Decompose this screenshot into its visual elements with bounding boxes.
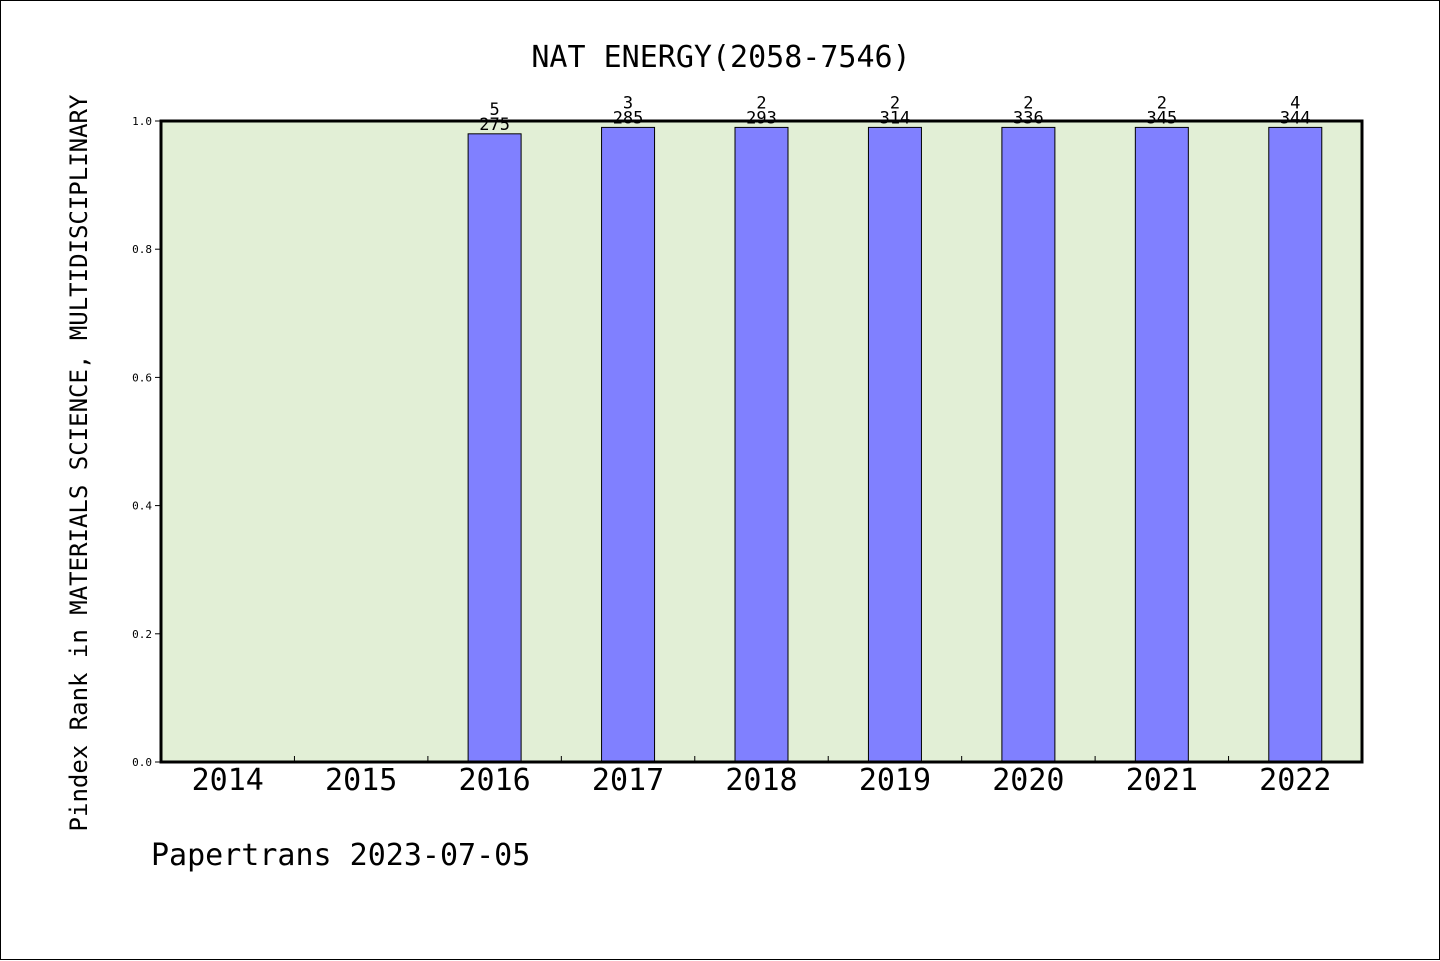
y-axis-label: Pindex Rank in MATERIALS SCIENCE, MULTID… (65, 94, 93, 831)
bar-2020 (1001, 126, 1056, 763)
bar-rank-label: 2 (890, 93, 900, 113)
footer-credit: Papertrans 2023-07-05 (151, 838, 530, 873)
bar-rank-label: 4 (1290, 93, 1300, 113)
y-tick-label: 0.0 (132, 756, 152, 769)
bar-total-label: 345 (1146, 108, 1177, 128)
x-tick-label: 2015 (325, 763, 397, 798)
bar-2019 (867, 126, 922, 763)
bar-total-label: 293 (746, 108, 777, 128)
bar-2016 (467, 133, 522, 763)
bar-2018 (734, 126, 789, 763)
x-tick-label: 2022 (1259, 763, 1331, 798)
bar-total-label: 285 (613, 108, 644, 128)
bar-2017 (601, 126, 656, 763)
y-tick-label: 0.8 (132, 243, 152, 256)
bar-total-label: 314 (880, 108, 911, 128)
x-tick-label: 2017 (592, 763, 664, 798)
y-tick-label: 0.4 (132, 500, 152, 513)
bar-rank-label: 2 (756, 93, 766, 113)
chart-title: NAT ENERGY(2058-7546) (531, 40, 910, 75)
bar-total-label: 344 (1280, 108, 1311, 128)
x-axis-ticks: 2014 2015 2016 2017 2018 2019 2020 2021 2022 (192, 756, 1331, 798)
x-tick-label: 2019 (859, 763, 931, 798)
x-tick-label: 2021 (1126, 763, 1198, 798)
bar-rank-label: 3 (623, 93, 633, 113)
y-tick-label: 0.2 (132, 628, 152, 641)
bar-rank-label: 2 (1023, 93, 1033, 113)
bar-rank-label: 2 (1157, 93, 1167, 113)
y-axis-ticks: 0.0 0.2 0.4 0.6 0.8 1.0 (132, 115, 161, 769)
x-tick-label: 2020 (992, 763, 1064, 798)
bar-2022 (1268, 126, 1323, 763)
bar-rank-label: 5 (489, 100, 499, 120)
x-tick-label: 2016 (458, 763, 530, 798)
bar-total-label: 275 (479, 115, 510, 135)
bars-group (467, 126, 1323, 763)
plot-border (159, 119, 1364, 764)
y-tick-label: 1.0 (132, 115, 152, 128)
bar-total-label: 336 (1013, 108, 1044, 128)
x-tick-label: 2018 (725, 763, 797, 798)
bar-2021 (1134, 126, 1189, 763)
x-tick-label: 2014 (192, 763, 264, 798)
y-tick-label: 0.6 (132, 371, 152, 384)
